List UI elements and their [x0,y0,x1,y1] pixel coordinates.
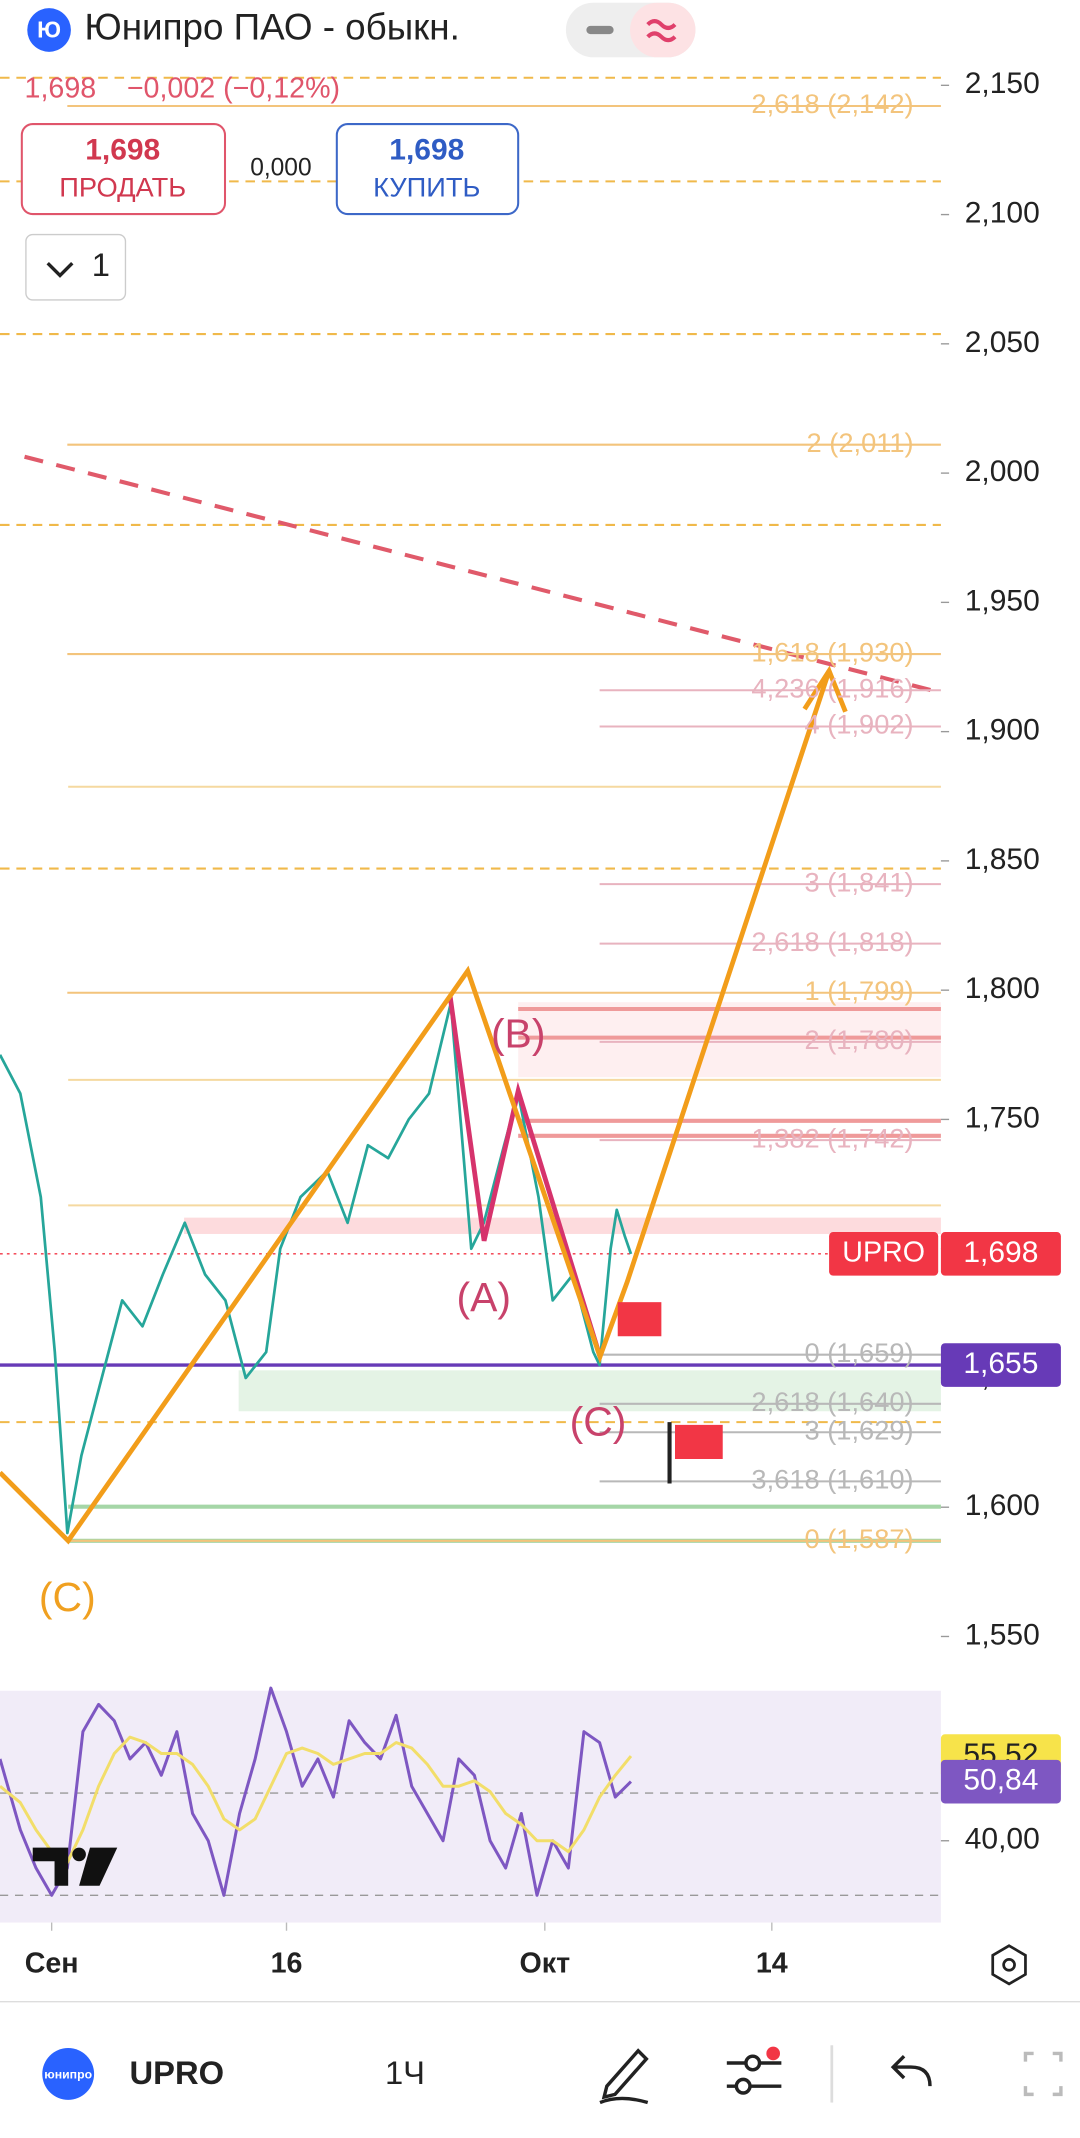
sell-label: ПРОДАТЬ [59,172,186,203]
flag [617,1302,662,1337]
y-tick-label: 1,900 [965,714,1040,747]
price-tag [940,1343,1061,1387]
tv-logo-part [72,1847,86,1862]
symbol-title[interactable]: Юнипро ПАО - обыкн. [85,7,460,48]
undo-icon[interactable] [890,2054,932,2087]
fib-label: 3 (1,841) [804,866,913,897]
fib-label: 0 (1,659) [804,1337,913,1368]
settings-icon [1002,1958,1016,1972]
symbol-tag [829,1232,939,1276]
x-tick-label: 16 [271,1947,303,1979]
y-tick-label: 40,00 [965,1823,1040,1856]
wave-label: (B) [491,1010,546,1056]
fib-label: 3,618 (1,610) [751,1464,913,1495]
price-change: −0,002 (−0,12%) [127,73,340,105]
fib-label: 1,618 (1,930) [751,636,913,667]
arrow-head [802,665,848,713]
fib-label: 0 (1,587) [804,1523,913,1554]
y-tick-label: 2,050 [965,326,1040,359]
fib-label: 2,618 (1,818) [751,926,913,957]
symbol-logo [27,8,71,52]
settings-icon[interactable] [991,1944,1027,1986]
price-tag-label: 1,655 [963,1347,1038,1380]
x-tick-label: Сен [25,1947,79,1979]
tv-logo-part [79,1847,118,1886]
toolbar-logo [42,2048,95,2100]
sell-price: 1,698 [85,133,160,166]
toolbar-logo-text: юнипро [44,2068,92,2082]
symbol-logo-text: Ю [37,16,61,42]
overlay: 1,5501,6001,6501,7001,7501,8001,8501,900… [25,67,1061,1979]
zone [184,1217,941,1234]
wave-line [447,995,603,1358]
y-tick-label: 1,950 [965,584,1040,617]
wave-label: (C) [570,1398,627,1444]
sell-button[interactable] [20,123,227,216]
fib-label: 1,382 (1,742) [751,1122,913,1153]
fib-label: 2,618 (1,640) [751,1386,913,1417]
x-tick-label: Окт [520,1947,571,1979]
plot [0,104,941,1897]
y-tick-label: 2,150 [965,67,1040,100]
fib-label: 4,236 (1,916) [751,672,913,703]
toolbar-symbol[interactable]: UPRO [130,2054,225,2091]
toggle-icon [646,19,677,43]
indicators-icon [744,2054,762,2072]
price-line [0,1735,633,1865]
symbol-tag-label: UPRO [842,1236,925,1268]
toggle-icon [586,25,614,35]
y-tick-label: 2,100 [965,196,1040,229]
price-tag-label: 50,84 [963,1764,1038,1797]
fib-label: 2 (2,011) [807,427,914,458]
fullscreen-icon[interactable] [1023,2051,1063,2097]
buy-label: КУПИТЬ [373,172,480,203]
chevron [46,261,74,278]
tv-logo-part [32,1847,69,1886]
toggle-active[interactable] [630,2,696,58]
notification-dot [766,2046,780,2061]
price-line [0,1686,633,1897]
buy-button[interactable] [335,123,520,216]
wave-label: (A) [457,1274,512,1320]
wave-line [0,670,832,1545]
toolbar: юнипро UPRO 1Ч [42,2045,1063,2105]
toolbar-interval[interactable]: 1Ч [385,2054,425,2091]
y-tick-label: 1,800 [965,972,1040,1005]
price-tag [940,1232,1061,1276]
wave-label: (C) [39,1574,96,1620]
y-tick-label: 1,850 [965,843,1040,876]
fib-label: 2,618 (2,142) [751,88,913,119]
wave-drawings [0,665,848,1545]
layout-dropdown[interactable] [25,233,127,301]
y-tick-label: 1,600 [965,1489,1040,1522]
y-tick-label: 1,750 [965,1101,1040,1134]
price-tag-label: 1,698 [963,1236,1038,1269]
fib-label: 1 (1,799) [804,975,913,1006]
fib-label: 4 (1,902) [804,709,913,740]
x-tick-label: 14 [756,1947,788,1979]
price-tag [940,1759,1061,1804]
y-tick-label: 1,550 [965,1618,1040,1651]
header: Ю Юнипро ПАО - обыкн. 1,698 −0,002 (−0,1… [20,2,696,301]
flag [675,1424,723,1459]
last-price: 1,698 [25,73,97,105]
fib-label: 3 (1,629) [804,1414,913,1445]
layout-count: 1 [92,246,110,283]
buy-price: 1,698 [389,133,464,166]
rsi-background [0,1690,941,1923]
tv-logo [32,1847,118,1886]
indicators-icon [734,2077,752,2095]
spread: 0,000 [250,155,311,182]
draw-icon[interactable] [599,2048,649,2105]
y-tick-label: 2,000 [965,455,1040,488]
fib-label: 2 (1,780) [804,1024,913,1055]
